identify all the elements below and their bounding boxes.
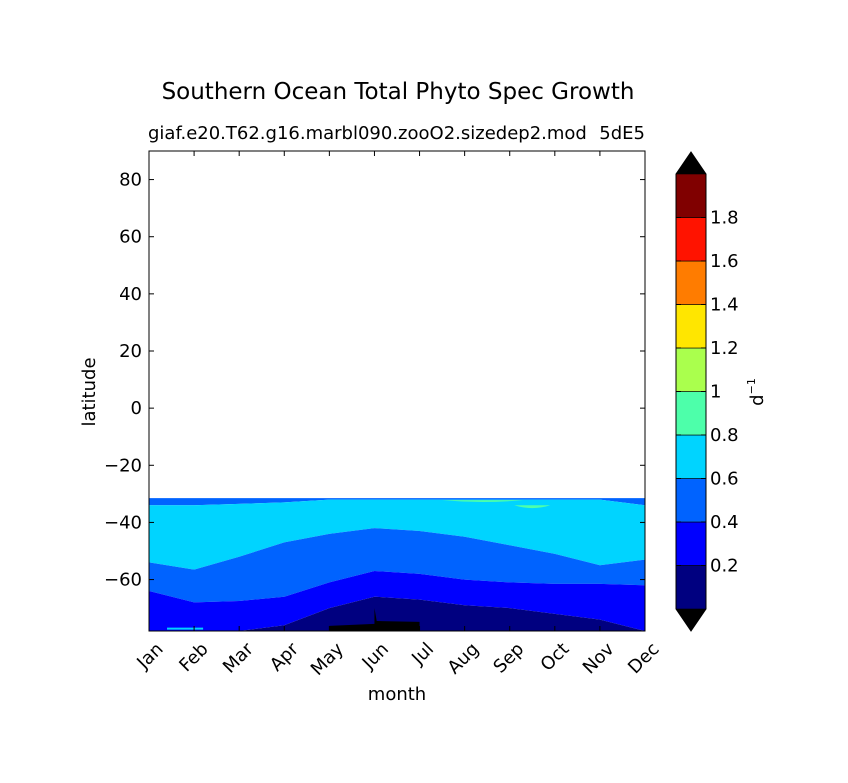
colorbar-tick-label: 0.4 bbox=[710, 512, 739, 533]
x-tick-label: Mar bbox=[219, 638, 258, 677]
contour-patch-0.6-0.8 bbox=[167, 627, 204, 630]
y-axis-label: latitude bbox=[79, 357, 100, 426]
y-tick-label: 60 bbox=[119, 227, 142, 248]
y-tick-label: −60 bbox=[104, 570, 142, 591]
x-tick-label: Jun bbox=[358, 639, 393, 674]
colorbar-tick-label: 1.6 bbox=[710, 251, 739, 272]
x-tick-label: Aug bbox=[444, 639, 484, 679]
colorbar-tick-label: 0.2 bbox=[710, 556, 739, 577]
x-tick-label: Jul bbox=[407, 639, 438, 670]
colorbar-tick-label: 0.8 bbox=[710, 425, 739, 446]
colorbar: 0.2 0.4 0.6 0.8 1 1.2 1.4 1.6 1.8 bbox=[675, 151, 739, 632]
colorbar-tick-label: 0.6 bbox=[710, 469, 739, 490]
colorbar-tick-label: 1 bbox=[710, 382, 721, 403]
colorbar-segment bbox=[675, 478, 707, 523]
contour-patch-below-0 bbox=[329, 608, 420, 631]
x-tick-label: Apr bbox=[266, 638, 303, 675]
colorbar-extend-top bbox=[676, 152, 706, 174]
x-tick-label: Nov bbox=[579, 638, 619, 678]
plot-area bbox=[148, 150, 646, 632]
chart-subtitle-left: giaf.e20.T62.g16.marbl090.zooO2.sizedep2… bbox=[148, 123, 587, 144]
y-tick-label: −40 bbox=[104, 512, 142, 533]
y-tick-label: −20 bbox=[104, 455, 142, 476]
x-tick-label: Sep bbox=[489, 639, 528, 678]
colorbar-segment bbox=[675, 391, 707, 436]
colorbar-outline bbox=[675, 151, 707, 632]
colorbar-segment bbox=[675, 521, 707, 566]
y-tick-label: 40 bbox=[119, 284, 142, 305]
y-tick-label: 0 bbox=[131, 398, 142, 419]
colorbar-segment bbox=[675, 260, 707, 305]
colorbar-segment bbox=[675, 304, 707, 349]
contour-band-0.4-0.6-north bbox=[149, 498, 645, 506]
contour-band-0.4-0.6 bbox=[149, 528, 645, 603]
x-tick-label: Dec bbox=[624, 639, 663, 678]
contour-band-0.2-0.4 bbox=[149, 571, 645, 631]
chart-title: Southern Ocean Total Phyto Spec Growth bbox=[162, 79, 635, 105]
x-axis-label: month bbox=[368, 684, 426, 705]
y-tick-label: 80 bbox=[119, 170, 142, 191]
x-tick-label: Feb bbox=[175, 639, 212, 676]
x-tick-label: Oct bbox=[537, 639, 574, 676]
colorbar-segment bbox=[675, 434, 707, 479]
chart-subtitle-right: 5dE5 bbox=[599, 123, 645, 144]
y-tick-label: 20 bbox=[119, 341, 142, 362]
x-tick-label: Jan bbox=[132, 639, 167, 674]
contour-band-0.6-0.8 bbox=[149, 499, 645, 570]
contour-band-0-0.2 bbox=[149, 596, 645, 631]
colorbar-extend-bottom bbox=[676, 609, 706, 631]
colorbar-tick-label: 1.4 bbox=[710, 295, 739, 316]
colorbar-tick-label: 1.8 bbox=[710, 208, 739, 229]
y-axis: 80 60 40 20 0 −20 −40 −60 bbox=[104, 170, 645, 591]
colorbar-segment bbox=[675, 173, 707, 218]
contour-patch-0.8-1.0-b bbox=[514, 505, 551, 509]
colorbar-tick-label: 1.2 bbox=[710, 338, 739, 359]
colorbar-segment bbox=[675, 217, 707, 262]
plot-frame bbox=[148, 150, 646, 632]
x-tick-label: May bbox=[307, 638, 348, 679]
colorbar-label: d−1 bbox=[745, 378, 768, 406]
contour-patch-0.8-1.0 bbox=[442, 500, 524, 502]
colorbar-segment bbox=[675, 565, 707, 610]
colorbar-segment bbox=[675, 347, 707, 392]
